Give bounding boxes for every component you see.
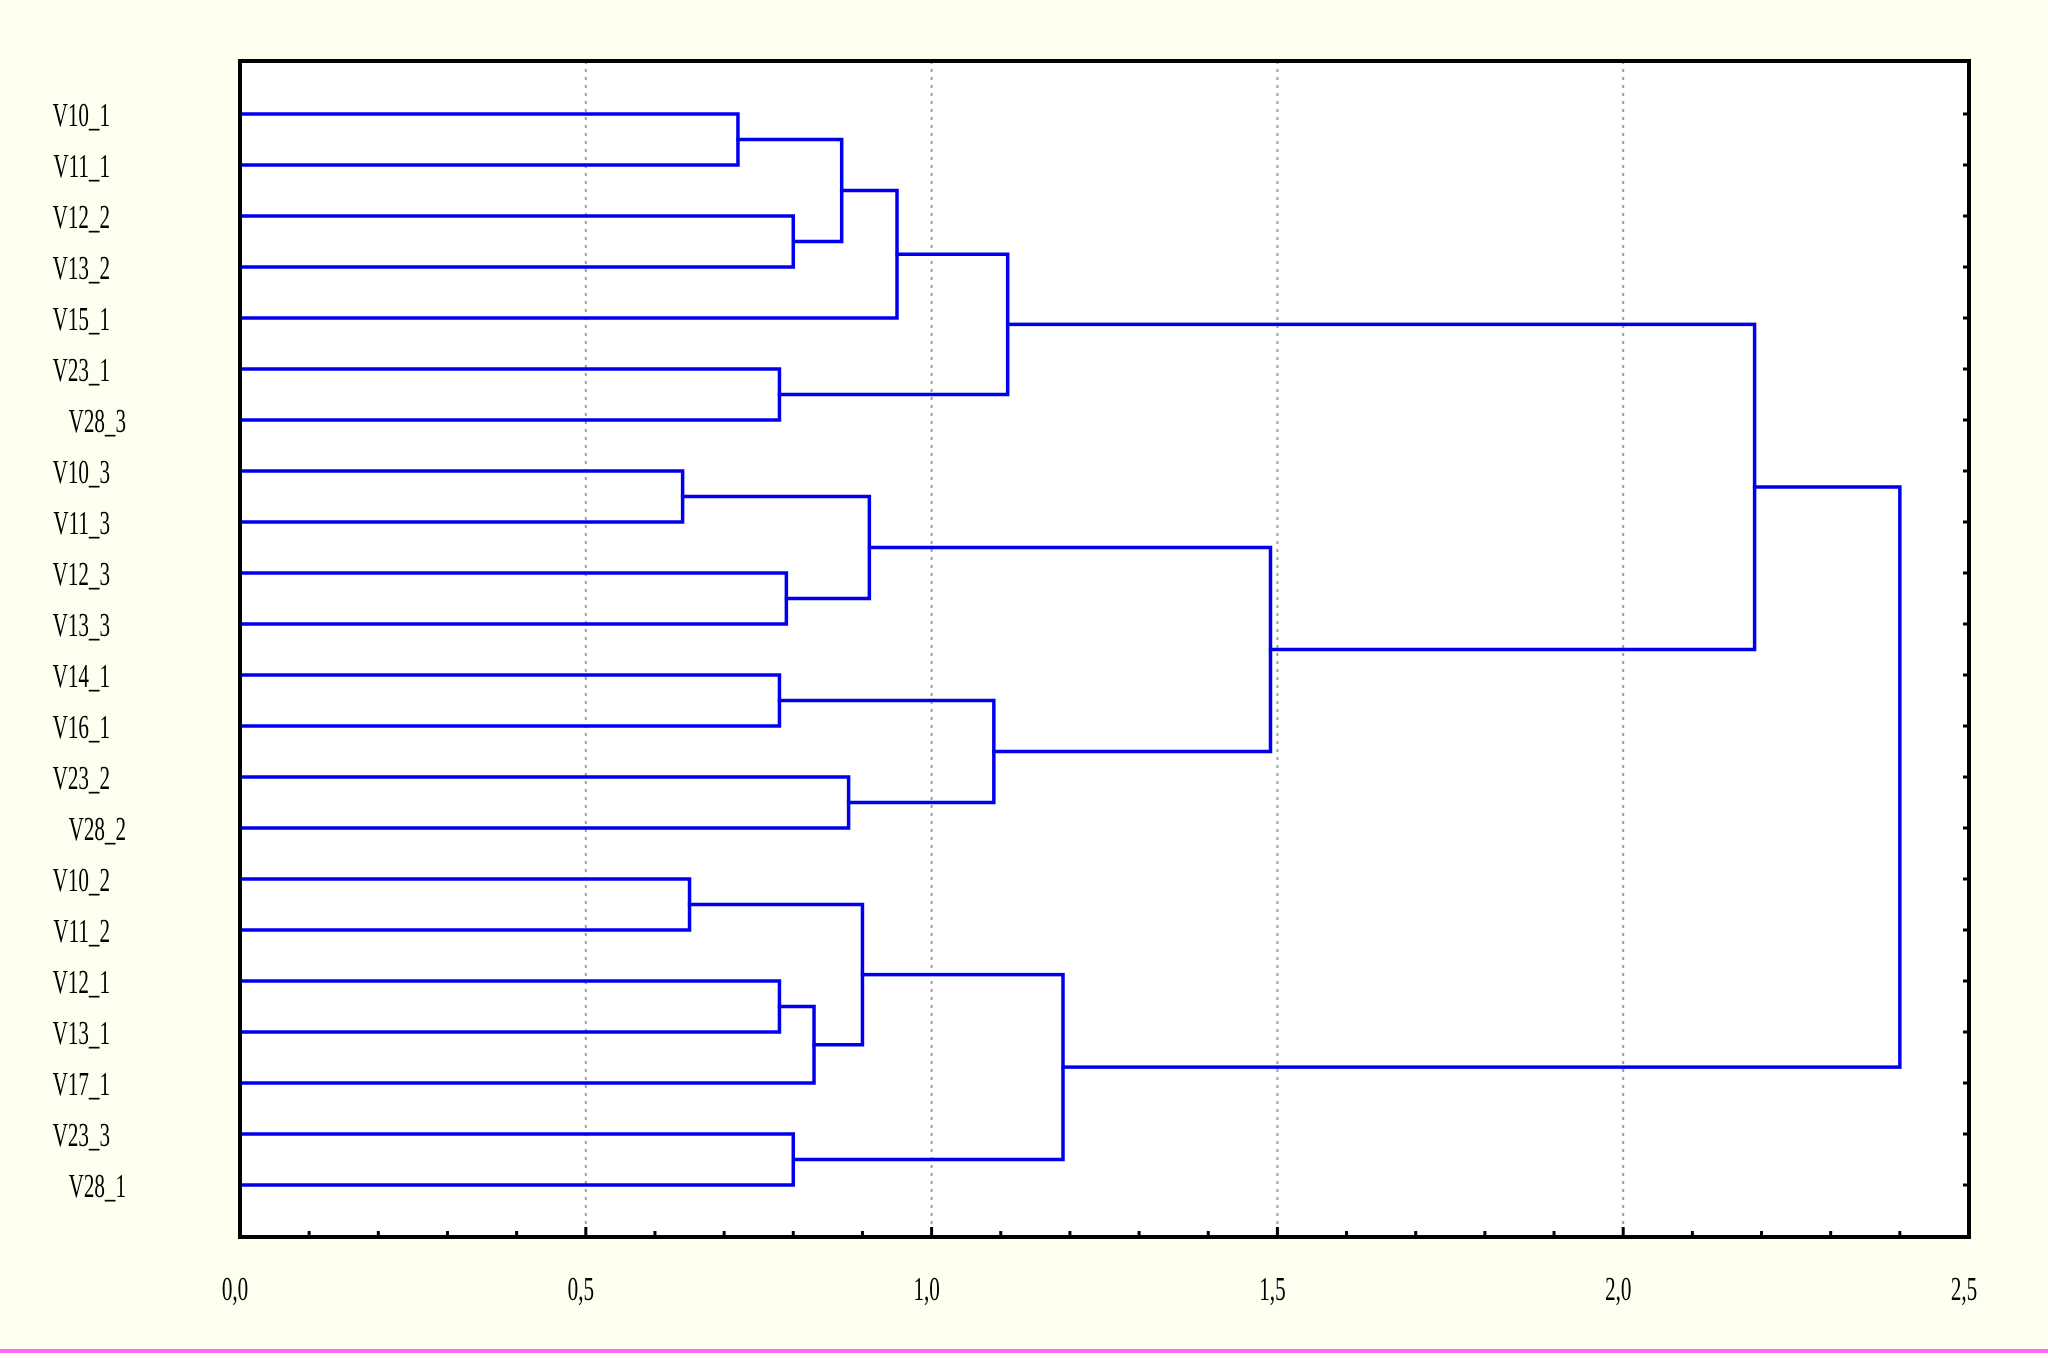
x-tick-labels: 0,0 0,5 1,0 1,5 2,0 2,5 (222, 1271, 1977, 1308)
leaf-label-V23_3: V23_3 (53, 1117, 110, 1154)
leaf-label-V15_1: V15_1 (53, 301, 110, 338)
axes (238, 59, 1971, 1239)
dendrogram-links (238, 112, 1902, 1187)
leaf-label-V12_2: V12_2 (53, 199, 110, 236)
leaf-label-V28_3: V28_3 (69, 403, 126, 440)
leaf-label-V23_2: V23_2 (53, 760, 110, 797)
plot-frame (238, 59, 1971, 1239)
x-tick-label-3: 1,5 (1259, 1271, 1285, 1308)
leaf-label-V28_1: V28_1 (69, 1168, 126, 1205)
leaf-label-V11_2: V11_2 (53, 913, 110, 950)
leaf-label-V28_2: V28_2 (69, 811, 126, 848)
leaf-label-V14_1: V14_1 (53, 658, 110, 695)
x-tick-label-5: 2,5 (1951, 1271, 1977, 1308)
bottom-border (0, 1349, 2048, 1353)
leaf-label-V13_3: V13_3 (53, 607, 110, 644)
leaf-label-V10_1: V10_1 (53, 97, 110, 134)
leaf-label-V10_3: V10_3 (53, 454, 110, 491)
leaf-label-V12_1: V12_1 (53, 964, 110, 1001)
x-tick-label-4: 2,0 (1605, 1271, 1631, 1308)
leaf-label-V13_1: V13_1 (53, 1015, 110, 1052)
leaf-label-V12_3: V12_3 (53, 556, 110, 593)
leaf-label-V17_1: V17_1 (53, 1066, 110, 1103)
leaf-label-V11_1: V11_1 (53, 148, 110, 185)
x-tick-label-2: 1,0 (913, 1271, 939, 1308)
leaf-label-V11_3: V11_3 (53, 505, 110, 542)
leaf-label-V16_1: V16_1 (53, 709, 110, 746)
x-tick-label-0: 0,0 (222, 1271, 248, 1308)
x-tick-label-1: 0,5 (568, 1271, 594, 1308)
leaf-labels: V10_1 V11_1 V12_2 V13_2 V15_1 V23_1 V28_3 V10_3… (53, 97, 126, 1205)
leaf-label-V13_2: V13_2 (53, 250, 110, 287)
link-m21 (1061, 485, 1902, 1069)
leaf-label-V23_1: V23_1 (53, 352, 110, 389)
leaf-label-V10_2: V10_2 (53, 862, 110, 899)
